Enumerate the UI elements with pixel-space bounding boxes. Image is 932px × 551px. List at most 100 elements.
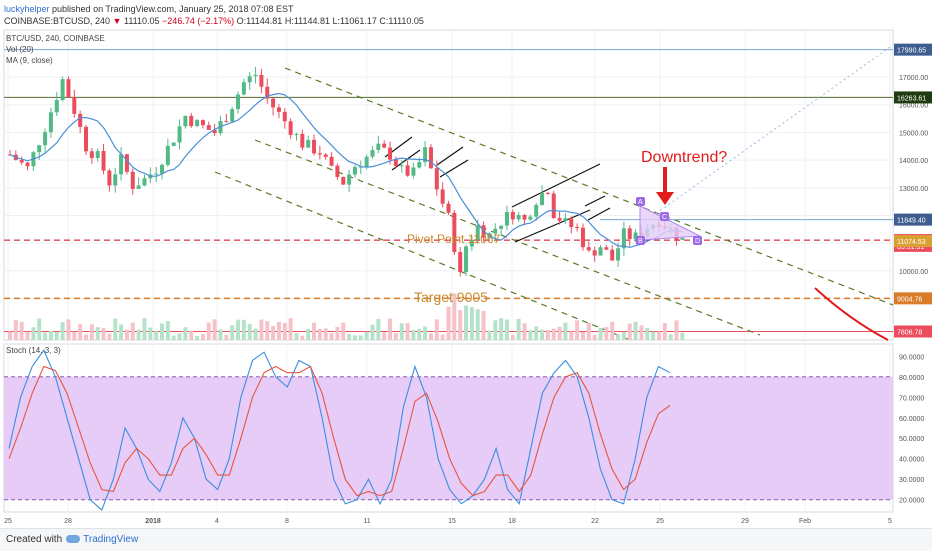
time-tick-label: 4 (215, 518, 219, 525)
volume-bar (113, 318, 118, 340)
candle-body (393, 159, 398, 166)
volume-bar (183, 327, 188, 340)
candle-body (569, 218, 574, 228)
volume-bar (674, 320, 679, 340)
volume-bar (528, 330, 533, 340)
volume-bar (592, 334, 597, 340)
down-triangle-icon: ▼ (112, 16, 122, 26)
candle-body (370, 149, 375, 157)
volume-bar (282, 323, 287, 340)
candle-body (458, 252, 463, 272)
volume-bar (276, 321, 281, 340)
volume-bar (43, 332, 48, 340)
volume-bar (329, 333, 334, 340)
candle-body (206, 125, 211, 130)
candle-body (329, 156, 334, 166)
price-badge-text: 9004.76 (897, 296, 922, 303)
volume-bar (218, 329, 223, 340)
candle-body (130, 171, 135, 189)
candle-body (341, 176, 346, 185)
candle-body (54, 100, 59, 113)
price-badge-bg (894, 91, 932, 104)
stoch-band (4, 376, 893, 501)
pattern-point-a: A (636, 197, 645, 206)
volume-bar (160, 323, 165, 340)
volume-bar (645, 327, 650, 340)
chart-canvas[interactable]: 9000.0010000.0011000.0012000.0013000.001… (0, 0, 932, 528)
volume-bar (335, 326, 340, 340)
volume-bars (8, 293, 685, 340)
volume-bar (241, 319, 246, 340)
volume-bar (200, 334, 205, 340)
candle-body (616, 248, 621, 261)
publisher-username[interactable]: luckyhelper (4, 4, 50, 14)
time-tick-label: 8 (285, 518, 289, 525)
candle-body (312, 139, 317, 154)
volume-bar (230, 325, 235, 340)
tradingview-cloud-icon (66, 535, 81, 544)
projected-drop-curve (814, 287, 889, 341)
candle-body (575, 227, 580, 229)
symbol-line: COINBASE:BTCUSD, 240 ▼ 11110.05 −246.74 … (4, 15, 424, 27)
volume-bar (84, 334, 89, 340)
volume-bar (189, 330, 194, 340)
volume-bar (206, 322, 211, 340)
candle-body (78, 113, 83, 127)
volume-bar (458, 310, 463, 340)
volume-bar (294, 332, 299, 340)
candle-body (475, 225, 480, 240)
volume-bar (487, 330, 492, 340)
volume-bar (101, 328, 106, 340)
candle-body (89, 151, 94, 159)
candle-body (411, 167, 416, 176)
pattern-overlay (639, 205, 702, 241)
projection-line (639, 44, 894, 226)
flag-line (439, 159, 469, 178)
candle-body (282, 111, 287, 122)
stoch-d-line (8, 365, 671, 497)
candle-body (224, 121, 229, 123)
stoch-band-fill (4, 376, 893, 500)
candle-body (84, 126, 89, 152)
channel-trend-line (214, 171, 631, 341)
volume-bar (639, 325, 644, 340)
volume-bar (236, 319, 241, 340)
candle-body (230, 109, 235, 122)
candle-body (288, 121, 293, 135)
volume-bar (504, 319, 509, 340)
price-label-badge: 9004.76 (894, 292, 932, 305)
volume-bar (323, 328, 328, 340)
candle-body (493, 228, 498, 234)
stoch-tick-label: 20.0000 (899, 498, 924, 505)
candle-body (189, 115, 194, 126)
volume-bar (516, 318, 521, 340)
volume-bar (633, 321, 638, 340)
volume-bar (499, 318, 504, 340)
created-with-text: Created with (6, 534, 63, 545)
price-label-badge: 17990.65 (894, 43, 932, 56)
candle-body (452, 212, 457, 253)
candle-body (347, 174, 352, 185)
candle-body (499, 225, 504, 229)
candle-body (504, 212, 509, 226)
candle-body (352, 166, 357, 175)
candle-body (621, 228, 626, 249)
candle-body (294, 133, 299, 135)
volume-bar (341, 322, 346, 340)
time-tick-label: 25 (4, 518, 12, 525)
volume-bar (66, 319, 71, 340)
candle-body (183, 115, 188, 127)
volume-bar (411, 329, 416, 340)
price-badge-text: 11849.40 (897, 218, 926, 225)
volume-bar (598, 327, 603, 340)
svg-text:D: D (695, 238, 700, 245)
volume-bar (545, 330, 550, 340)
candle-body (95, 151, 100, 159)
flag-line (511, 163, 601, 208)
last-price: 11110.05 (123, 16, 160, 26)
time-tick-label: Feb (799, 518, 811, 525)
candle-body (598, 247, 603, 256)
tradingview-link[interactable]: TradingView (83, 534, 139, 545)
volume-bar (475, 309, 480, 340)
triangle-pattern (639, 205, 702, 241)
